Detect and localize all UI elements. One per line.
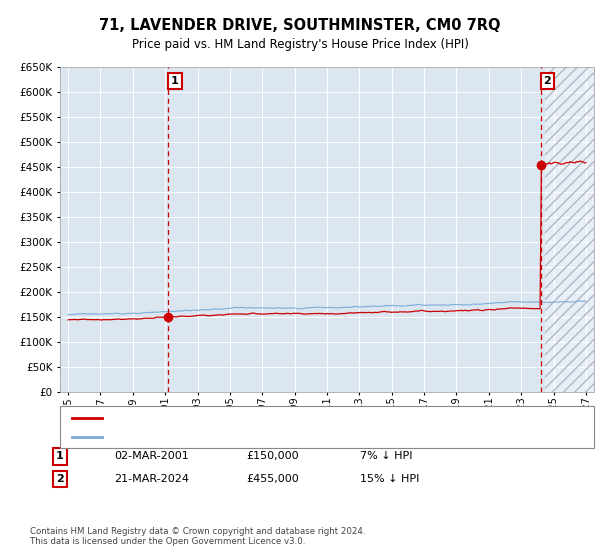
Text: 1: 1 — [171, 76, 179, 86]
Text: 02-MAR-2001: 02-MAR-2001 — [114, 451, 189, 461]
Text: 2: 2 — [56, 474, 64, 484]
Text: Price paid vs. HM Land Registry's House Price Index (HPI): Price paid vs. HM Land Registry's House … — [131, 38, 469, 52]
Text: 1: 1 — [56, 451, 64, 461]
Text: 21-MAR-2024: 21-MAR-2024 — [114, 474, 189, 484]
Bar — [545, 67, 594, 392]
Text: £455,000: £455,000 — [246, 474, 299, 484]
Text: 71, LAVENDER DRIVE, SOUTHMINSTER, CM0 7RQ: 71, LAVENDER DRIVE, SOUTHMINSTER, CM0 7R… — [99, 18, 501, 32]
Text: Contains HM Land Registry data © Crown copyright and database right 2024.
This d: Contains HM Land Registry data © Crown c… — [30, 526, 365, 546]
Text: HPI: Average price, detached house, Maldon: HPI: Average price, detached house, Mald… — [108, 432, 339, 442]
Text: 15% ↓ HPI: 15% ↓ HPI — [360, 474, 419, 484]
Text: £150,000: £150,000 — [246, 451, 299, 461]
Text: 71, LAVENDER DRIVE, SOUTHMINSTER, CM0 7RQ (detached house): 71, LAVENDER DRIVE, SOUTHMINSTER, CM0 7R… — [108, 413, 457, 423]
Text: 7% ↓ HPI: 7% ↓ HPI — [360, 451, 413, 461]
Text: 2: 2 — [544, 76, 551, 86]
Bar — [545, 67, 594, 392]
